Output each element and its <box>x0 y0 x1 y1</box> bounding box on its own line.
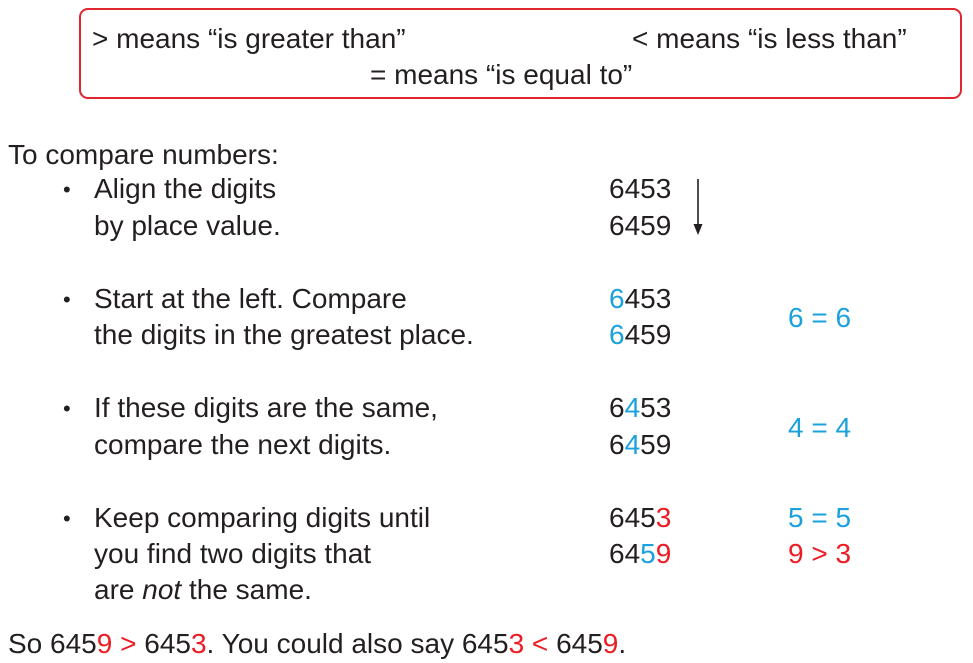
greater-than-definition: > means “is greater than” <box>92 23 406 54</box>
red-symbol: < <box>524 628 557 659</box>
step-4-line-1: Keep comparing digits until <box>94 502 431 533</box>
text-part: the same. <box>181 574 312 605</box>
step-2-number-bottom: 6459 <box>609 321 671 349</box>
text-part: . You could also say 645 <box>206 628 509 659</box>
text-part: So 645 <box>8 628 97 659</box>
number-part: 53 <box>640 392 672 423</box>
step-4-comparison-equal: 5 = 5 <box>788 502 852 533</box>
number-part: 645 <box>609 502 656 533</box>
step-1-number-bottom: 6459 <box>609 210 672 241</box>
step-4-line-2: you find two digits that <box>94 538 372 569</box>
highlight-digit: 6 <box>609 283 625 314</box>
step-4-comparison-greater: 9 > 3 <box>788 538 852 569</box>
step-3-line-2: compare the next digits. <box>94 429 392 460</box>
bullet-2: • <box>63 287 71 312</box>
less-than-definition: < means “is less than” <box>632 23 907 54</box>
text-part: 645 <box>556 628 603 659</box>
step-4-line-3: are not the same. <box>94 576 312 604</box>
step-3-line-1: If these digits are the same, <box>94 392 438 423</box>
red-digit: 3 <box>508 628 525 659</box>
step-3-comparison: 4 = 4 <box>788 412 852 443</box>
intro-heading: To compare numbers: <box>8 139 279 170</box>
step-2-number-top: 6453 <box>609 285 671 313</box>
down-arrow-icon <box>693 179 703 235</box>
number-part: 6 <box>609 392 625 423</box>
highlight-digit: 6 <box>609 319 625 350</box>
step-1-line-1: Align the digits <box>94 173 277 204</box>
step-4-number-top: 6453 <box>609 504 671 532</box>
red-digit: 3 <box>190 628 207 659</box>
number-part: 6 <box>609 429 625 460</box>
text-part: are <box>94 574 143 605</box>
bullet-3: • <box>63 396 71 421</box>
number-rest: 459 <box>624 319 672 350</box>
definitions-box <box>79 8 962 99</box>
red-digit: 9 <box>96 628 113 659</box>
conclusion-sentence: So 6459 > 6453. You could also say 6453 … <box>8 630 626 658</box>
step-3-number-bottom: 6459 <box>609 431 671 459</box>
bullet-4: • <box>63 506 71 531</box>
bullet-1: • <box>63 177 71 202</box>
equal-to-definition: = means “is equal to” <box>370 59 633 90</box>
step-2-comparison: 6 = 6 <box>788 302 852 333</box>
step-1-line-2: by place value. <box>94 210 281 241</box>
step-1-number-top: 6453 <box>609 173 672 204</box>
emphasis-not: not <box>142 574 182 605</box>
text-part: 645 <box>144 628 191 659</box>
highlight-digit: 4 <box>624 429 641 460</box>
highlight-digit-blue: 5 <box>640 538 656 569</box>
step-3-number-top: 6453 <box>609 394 671 422</box>
text-part: . <box>618 628 627 659</box>
highlight-digit-red: 3 <box>655 502 672 533</box>
number-part: 59 <box>640 429 672 460</box>
number-rest: 453 <box>624 283 672 314</box>
number-part: 64 <box>609 538 641 569</box>
step-4-number-bottom: 6459 <box>609 540 671 568</box>
highlight-digit: 4 <box>624 392 641 423</box>
red-symbol: > <box>112 628 145 659</box>
step-2-line-2: the digits in the greatest place. <box>94 319 474 350</box>
highlight-digit-red: 9 <box>655 538 672 569</box>
step-2-line-1: Start at the left. Compare <box>94 283 407 314</box>
red-digit: 9 <box>602 628 619 659</box>
